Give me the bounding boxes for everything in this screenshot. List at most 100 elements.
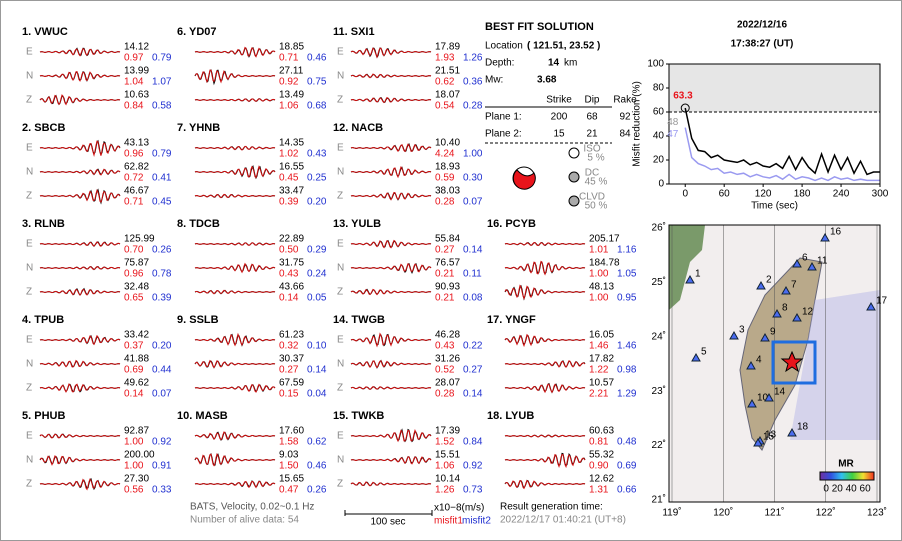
- amplitude: 200.00: [124, 450, 155, 461]
- waveform: [350, 332, 432, 348]
- station-title: 17. YNGF: [487, 314, 536, 326]
- amplitude: 28.07: [435, 378, 460, 389]
- misfit1: 0.28: [435, 197, 455, 208]
- depth-label: Depth:: [485, 58, 514, 69]
- waveform: [194, 480, 276, 489]
- station-marker: [772, 308, 782, 318]
- amplitude: 18.85: [279, 42, 304, 53]
- waveform: [39, 433, 121, 439]
- waveform: [504, 479, 586, 490]
- component-label: Z: [337, 95, 343, 106]
- waveform: [194, 289, 276, 295]
- misfit1: 0.27: [279, 365, 299, 376]
- misfit1: 0.62: [435, 77, 455, 88]
- map-station-label: 14: [774, 387, 786, 398]
- amplitude: 46.28: [435, 330, 460, 341]
- units: x10−8(m/s): [434, 503, 484, 514]
- station-title: 7. YHNB: [177, 122, 220, 134]
- station-marker: [764, 392, 774, 402]
- waveform: [194, 98, 276, 102]
- amplitude: 92.87: [124, 426, 149, 437]
- amplitude: 38.03: [435, 186, 460, 197]
- component-label: N: [26, 455, 33, 466]
- amplitude: 55.84: [435, 234, 460, 245]
- misfit1: 0.96: [124, 269, 144, 280]
- component-label: E: [337, 47, 344, 58]
- misfit1: 0.47: [279, 485, 299, 496]
- misfit1: 0.72: [124, 173, 144, 184]
- waveform: [39, 188, 121, 203]
- station-title: 4. TPUB: [22, 314, 64, 326]
- misfit1: 1.50: [279, 461, 299, 472]
- amplitude: 90.93: [435, 282, 460, 293]
- misfit1: 0.71: [279, 53, 299, 64]
- station-title: 10. MASB: [177, 410, 228, 422]
- misfit1: 0.81: [589, 437, 609, 448]
- component-label: Z: [337, 479, 343, 490]
- misfit1: 0.27: [435, 245, 455, 256]
- component-label: N: [26, 167, 33, 178]
- component-label: E: [337, 335, 344, 346]
- y-tick-label: 60: [653, 107, 665, 118]
- misfit1: 0.90: [589, 461, 609, 472]
- waveform: [350, 481, 432, 487]
- amplitude: 17.39: [435, 426, 460, 437]
- misfit2: 0.58: [152, 101, 172, 112]
- series-line: [684, 107, 880, 176]
- amplitude: 15.65: [279, 474, 304, 485]
- component-percent: 45 %: [585, 177, 608, 188]
- amplitude: 17.82: [589, 354, 614, 365]
- component-name: ISO: [583, 144, 600, 155]
- amplitude: 48.13: [589, 282, 614, 293]
- misfit2: 0.68: [307, 101, 327, 112]
- plane-cell: 68: [586, 112, 598, 123]
- station-title: 16. PCYB: [487, 218, 536, 230]
- map-station-label: 1: [695, 269, 701, 280]
- component-name: DC: [585, 168, 599, 179]
- misfit1: 1.00: [589, 269, 609, 280]
- amplitude: 46.67: [124, 186, 149, 197]
- waveform: [39, 266, 121, 271]
- waveform: [504, 434, 586, 438]
- misfit1: 0.69: [124, 365, 144, 376]
- misfit2: 0.14: [463, 389, 483, 400]
- misfit1: 0.39: [279, 197, 299, 208]
- event-time: 17:38:27 (UT): [731, 39, 794, 50]
- amplitude: 76.57: [435, 258, 460, 269]
- lat-label: 25˚: [652, 276, 666, 288]
- misfit1: 1.46: [589, 341, 609, 352]
- amplitude: 125.99: [124, 234, 155, 245]
- waveform: [350, 191, 432, 201]
- component-label: Z: [26, 191, 32, 202]
- map-station-label: 9: [770, 327, 776, 338]
- misfit1: 0.21: [435, 293, 455, 304]
- misfit1: 0.43: [435, 341, 455, 352]
- colorbar-labels: 0 20 40 60: [823, 484, 871, 495]
- amplitude: 12.62: [589, 474, 614, 485]
- misfit2: 0.78: [152, 269, 172, 280]
- waveform: [39, 454, 121, 466]
- misfit1: 1.22: [589, 365, 609, 376]
- x-tick-label: 240: [833, 189, 850, 200]
- mw-label: Mw:: [485, 75, 503, 86]
- lon-label: 121˚: [764, 507, 784, 519]
- misfit1: 0.45: [279, 173, 299, 184]
- misfit1: 0.50: [279, 245, 299, 256]
- component-label: N: [26, 359, 33, 370]
- amplitude: 21.51: [435, 66, 460, 77]
- map-china: [669, 225, 705, 310]
- waveform: [39, 288, 121, 296]
- misfit2: 0.22: [463, 341, 483, 352]
- lat-label: 21˚: [652, 494, 666, 506]
- amplitude: 33.42: [124, 330, 149, 341]
- waveform: [194, 193, 276, 199]
- map-station-label: 12: [802, 307, 814, 318]
- misfit2: 1.05: [617, 269, 637, 280]
- amplitude: 10.57: [589, 378, 614, 389]
- waveform: [504, 241, 586, 247]
- amplitude: 17.60: [279, 426, 304, 437]
- component-label: E: [26, 47, 33, 58]
- component-label: Z: [26, 287, 32, 298]
- misfit1: 0.71: [124, 197, 144, 208]
- plane-cell: 15: [553, 129, 565, 140]
